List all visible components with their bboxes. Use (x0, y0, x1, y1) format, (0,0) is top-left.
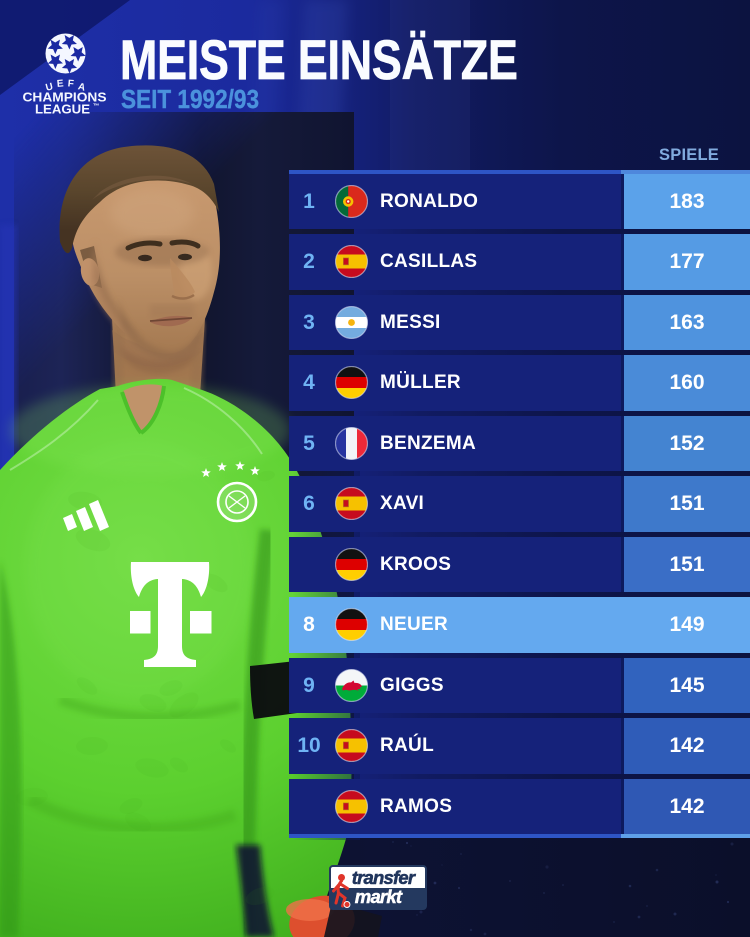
svg-text:U: U (45, 81, 55, 93)
svg-text:A: A (77, 81, 87, 93)
svg-text:E: E (56, 78, 64, 90)
svg-text:F: F (67, 78, 74, 89)
svg-text:CHAMPIONS: CHAMPIONS (23, 91, 107, 105)
svg-text:™: ™ (93, 103, 100, 110)
svg-text:LEAGUE: LEAGUE (35, 103, 90, 117)
